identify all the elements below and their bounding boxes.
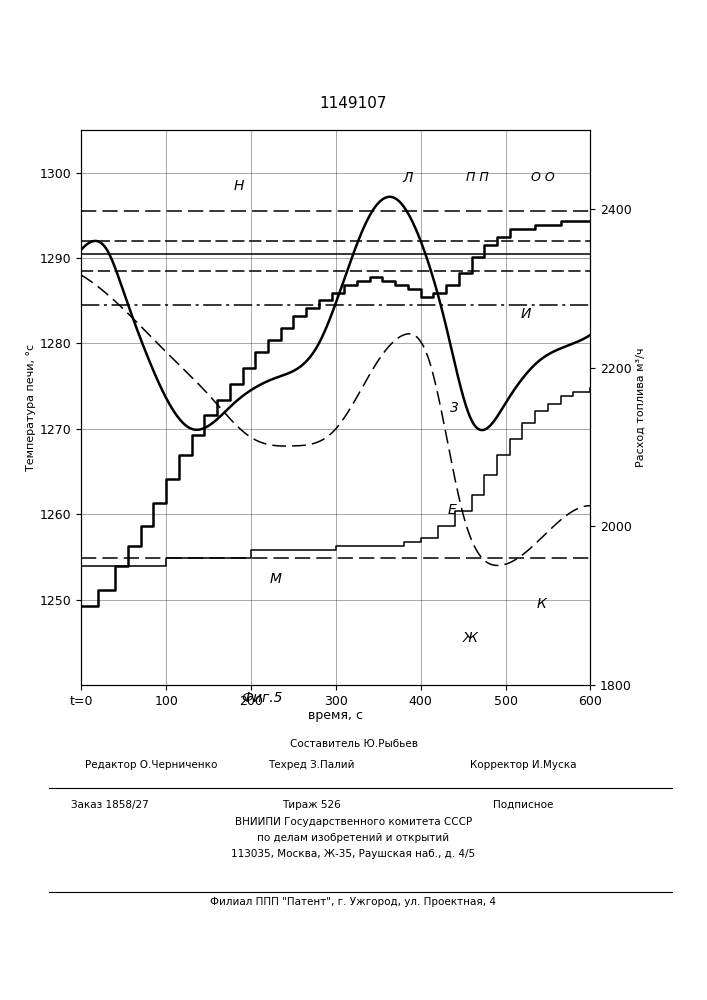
Text: М: М	[269, 572, 281, 586]
Text: Л: Л	[402, 170, 412, 184]
Text: Н: Н	[234, 179, 245, 193]
Text: Тираж 526: Тираж 526	[281, 800, 341, 810]
Y-axis label: Температура печи, °с: Температура печи, °с	[25, 344, 35, 471]
Text: ВНИИПИ Государственного комитета СССР: ВНИИПИ Государственного комитета СССР	[235, 817, 472, 827]
Text: Техред З.Палий: Техред З.Палий	[268, 760, 354, 770]
Text: Редактор О.Черниченко: Редактор О.Черниченко	[85, 760, 217, 770]
Text: П П: П П	[466, 171, 489, 184]
Text: Е: Е	[448, 503, 457, 517]
Text: К: К	[537, 597, 547, 611]
Text: 3: 3	[450, 401, 460, 415]
Text: Ж: Ж	[463, 631, 478, 645]
Text: Подписное: Подписное	[493, 800, 554, 810]
Text: 113035, Москва, Ж-35, Раушская наб., д. 4/5: 113035, Москва, Ж-35, Раушская наб., д. …	[231, 849, 476, 859]
Text: О О: О О	[531, 171, 555, 184]
Text: Филиал ППП "Патент", г. Ужгород, ул. Проектная, 4: Филиал ППП "Патент", г. Ужгород, ул. Про…	[211, 897, 496, 907]
Text: Составитель Ю.Рыбьев: Составитель Ю.Рыбьев	[289, 739, 418, 749]
Y-axis label: Расход топлива м³/ч: Расход топлива м³/ч	[636, 348, 646, 467]
Text: И: И	[521, 307, 531, 321]
Text: 1149107: 1149107	[320, 96, 387, 111]
Text: по делам изобретений и открытий: по делам изобретений и открытий	[257, 833, 450, 843]
Text: Заказ 1858/27: Заказ 1858/27	[71, 800, 148, 810]
X-axis label: время, с: время, с	[308, 709, 363, 722]
Text: Корректор И.Муска: Корректор И.Муска	[470, 760, 576, 770]
Text: Фиг.5: Фиг.5	[241, 691, 282, 705]
